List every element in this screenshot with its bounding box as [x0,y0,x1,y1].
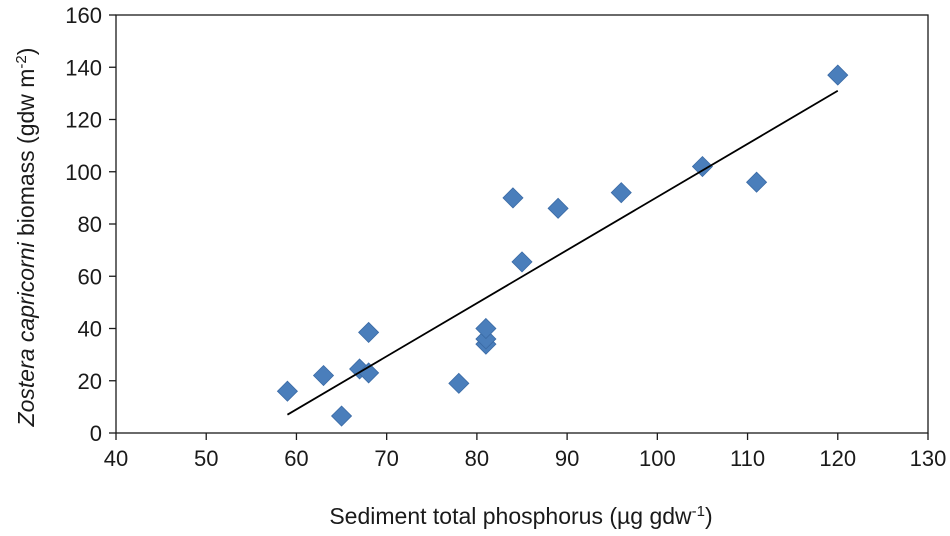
data-point [358,362,380,384]
x-tick-label: 130 [910,446,947,471]
x-tick-label: 70 [374,446,398,471]
x-tick-label: 110 [730,446,765,471]
data-point [330,405,353,427]
y-axis-title: Zostera capricorni biomass (gdw m-2) [13,48,40,428]
x-tick-label: 90 [555,446,579,471]
x-tick-label: 60 [284,446,308,471]
data-point [448,372,470,394]
x-axis-title: Sediment total phosphorus (µg gdw-1) [329,503,712,530]
plot-border [115,14,929,434]
data-point [827,64,849,86]
y-tick-label: 40 [78,317,102,342]
x-tick-label: 40 [104,446,128,471]
y-axis-ticks: 0 20 40 60 80 100 120 140 160 [65,3,116,446]
data-point [547,197,569,219]
data-point [276,380,298,402]
y-tick-label: 140 [65,55,102,80]
y-tick-label: 100 [65,160,102,185]
data-point [312,364,335,387]
data-point [691,155,714,178]
x-tick-label: 50 [194,446,218,471]
y-tick-label: 160 [65,3,102,28]
x-tick-label: 120 [819,446,856,471]
y-tick-label: 60 [78,264,102,289]
y-tick-label: 20 [78,369,102,394]
x-tick-label: 80 [465,446,489,471]
data-points [276,64,849,427]
trendline-group [286,89,839,416]
trendline [286,89,839,416]
data-point [746,171,768,193]
data-point [475,317,497,340]
data-point [610,182,632,204]
y-tick-label: 0 [90,421,102,446]
data-point [511,251,533,273]
plot-area [115,14,929,434]
y-tick-label: 120 [65,108,102,133]
data-point [502,187,524,209]
x-tick-label: 100 [639,446,676,471]
y-tick-label: 80 [78,212,102,237]
data-point [358,321,380,343]
x-axis-ticks: 40 50 60 70 80 90 100 110 120 130 [104,433,947,471]
